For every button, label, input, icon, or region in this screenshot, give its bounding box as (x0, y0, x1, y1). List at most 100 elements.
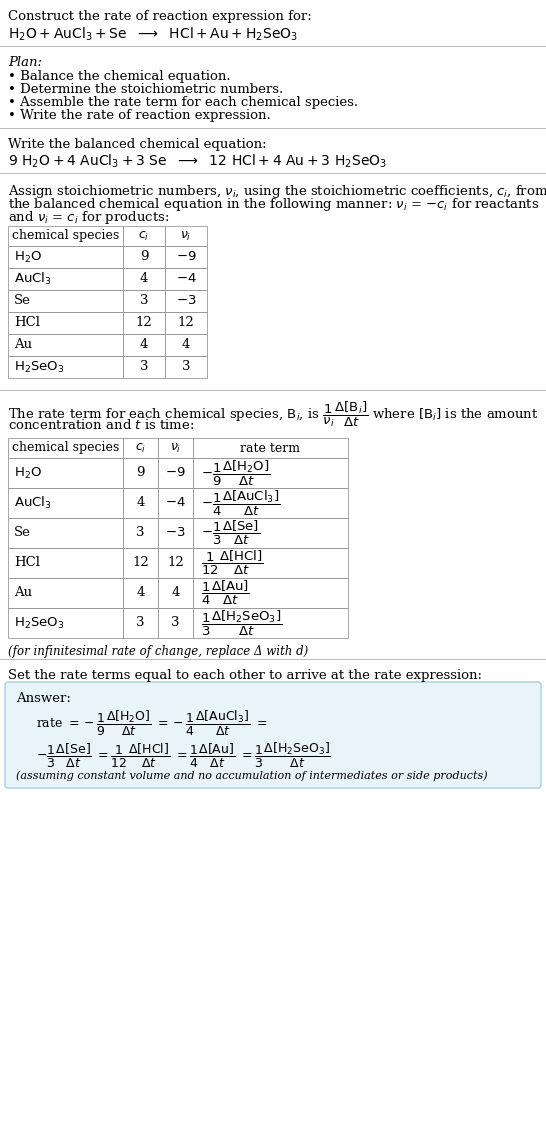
Text: 3: 3 (136, 526, 145, 540)
Bar (158, 488, 193, 518)
Text: 3: 3 (140, 361, 149, 373)
Text: $\mathrm{H_2O + AuCl_3 + Se}$  $\longrightarrow$  $\mathrm{HCl + Au + H_2SeO_3}$: $\mathrm{H_2O + AuCl_3 + Se}$ $\longrigh… (8, 26, 298, 43)
Bar (165, 290, 207, 312)
Text: $-3$: $-3$ (165, 526, 186, 540)
Text: $\dfrac{1}{3}\dfrac{\Delta[\mathrm{H_2SeO_3}]}{\Delta t}$: $\dfrac{1}{3}\dfrac{\Delta[\mathrm{H_2Se… (201, 608, 282, 637)
Bar (123, 356, 165, 378)
Text: $\mathrm{AuCl_3}$: $\mathrm{AuCl_3}$ (14, 271, 52, 287)
Text: $-\dfrac{1}{9}\dfrac{\Delta[\mathrm{H_2O}]}{\Delta t}$: $-\dfrac{1}{9}\dfrac{\Delta[\mathrm{H_2O… (201, 458, 270, 488)
Text: chemical species: chemical species (12, 229, 119, 243)
Bar (158, 518, 193, 548)
Text: rate term: rate term (240, 441, 300, 455)
Text: 4: 4 (171, 586, 180, 600)
Text: Answer:: Answer: (16, 692, 71, 705)
Bar (158, 578, 193, 608)
Text: rate $= -\dfrac{1}{9}\dfrac{\Delta[\mathrm{H_2O}]}{\Delta t}$ $= -\dfrac{1}{4}\d: rate $= -\dfrac{1}{9}\dfrac{\Delta[\math… (36, 709, 268, 738)
Bar (193, 578, 348, 608)
Bar (193, 548, 348, 578)
Bar (123, 438, 158, 458)
Bar (123, 518, 158, 548)
Text: HCl: HCl (14, 316, 40, 330)
Text: The rate term for each chemical species, $\mathrm{B}_i$, is $\dfrac{1}{\mathit{\: The rate term for each chemical species,… (8, 400, 539, 430)
Text: 3: 3 (140, 295, 149, 307)
Text: 4: 4 (140, 339, 148, 352)
Text: $-3$: $-3$ (176, 295, 196, 307)
Text: 3: 3 (171, 617, 180, 629)
Bar (165, 335, 207, 356)
Text: Au: Au (14, 339, 32, 352)
Text: HCl: HCl (14, 557, 40, 569)
Bar (123, 290, 165, 312)
FancyBboxPatch shape (5, 682, 541, 788)
Bar (193, 488, 348, 518)
Text: • Balance the chemical equation.: • Balance the chemical equation. (8, 70, 230, 83)
Text: (for infinitesimal rate of change, replace Δ with d): (for infinitesimal rate of change, repla… (8, 645, 308, 658)
Text: $\mathrm{9\ H_2O + 4\ AuCl_3 + 3\ Se}$  $\longrightarrow$  $\mathrm{12\ HCl + 4\: $\mathrm{9\ H_2O + 4\ AuCl_3 + 3\ Se}$ $… (8, 153, 387, 170)
Text: $\mathrm{AuCl_3}$: $\mathrm{AuCl_3}$ (14, 494, 52, 511)
Text: $-9$: $-9$ (176, 251, 197, 263)
Bar (123, 608, 158, 638)
Text: $\mathit{c_i}$: $\mathit{c_i}$ (138, 229, 150, 243)
Text: $-9$: $-9$ (165, 466, 186, 480)
Bar (165, 268, 207, 290)
Text: Se: Se (14, 526, 31, 540)
Bar (123, 458, 158, 488)
Text: • Assemble the rate term for each chemical species.: • Assemble the rate term for each chemic… (8, 96, 358, 109)
Bar (8, 268, 123, 290)
Text: Au: Au (14, 586, 32, 600)
Bar (8, 246, 123, 268)
Bar (193, 438, 348, 458)
Text: $\mathit{\nu_i}$: $\mathit{\nu_i}$ (170, 441, 181, 455)
Text: $\mathrm{H_2O}$: $\mathrm{H_2O}$ (14, 249, 42, 264)
Bar (8, 335, 123, 356)
Bar (193, 458, 348, 488)
Text: the balanced chemical equation in the following manner: $\mathit{\nu_i}$ = $-\ma: the balanced chemical equation in the fo… (8, 196, 539, 213)
Bar (165, 246, 207, 268)
Bar (158, 458, 193, 488)
Text: Write the balanced chemical equation:: Write the balanced chemical equation: (8, 138, 266, 151)
Text: $\dfrac{1}{12}\dfrac{\Delta[\mathrm{HCl}]}{\Delta t}$: $\dfrac{1}{12}\dfrac{\Delta[\mathrm{HCl}… (201, 549, 264, 577)
Bar (165, 312, 207, 335)
Bar (8, 226, 123, 246)
Text: $\mathrm{H_2SeO_3}$: $\mathrm{H_2SeO_3}$ (14, 359, 64, 374)
Text: 4: 4 (140, 272, 148, 286)
Text: $\dfrac{1}{4}\dfrac{\Delta[\mathrm{Au}]}{\Delta t}$: $\dfrac{1}{4}\dfrac{\Delta[\mathrm{Au}]}… (201, 579, 250, 607)
Text: $\mathit{\nu_i}$: $\mathit{\nu_i}$ (180, 229, 192, 243)
Text: concentration and $t$ is time:: concentration and $t$ is time: (8, 418, 194, 432)
Text: (assuming constant volume and no accumulation of intermediates or side products): (assuming constant volume and no accumul… (16, 770, 488, 780)
Bar (123, 578, 158, 608)
Text: Se: Se (14, 295, 31, 307)
Bar (8, 312, 123, 335)
Text: 12: 12 (177, 316, 194, 330)
Text: $\mathit{c_i}$: $\mathit{c_i}$ (135, 441, 146, 455)
Text: Construct the rate of reaction expression for:: Construct the rate of reaction expressio… (8, 10, 312, 23)
Bar (165, 226, 207, 246)
Text: • Determine the stoichiometric numbers.: • Determine the stoichiometric numbers. (8, 83, 283, 96)
Bar (8, 458, 123, 488)
Bar (8, 438, 123, 458)
Text: 12: 12 (167, 557, 184, 569)
Bar (8, 290, 123, 312)
Bar (193, 608, 348, 638)
Text: $\mathrm{H_2SeO_3}$: $\mathrm{H_2SeO_3}$ (14, 616, 64, 631)
Bar (8, 608, 123, 638)
Bar (8, 578, 123, 608)
Text: 9: 9 (140, 251, 149, 263)
Text: $-\dfrac{1}{3}\dfrac{\Delta[\mathrm{Se}]}{\Delta t}$: $-\dfrac{1}{3}\dfrac{\Delta[\mathrm{Se}]… (201, 519, 260, 547)
Text: 9: 9 (136, 466, 145, 480)
Text: $-4$: $-4$ (176, 272, 197, 286)
Text: Plan:: Plan: (8, 56, 42, 69)
Text: and $\mathit{\nu_i}$ = $\mathit{c_i}$ for products:: and $\mathit{\nu_i}$ = $\mathit{c_i}$ fo… (8, 209, 169, 226)
Text: Assign stoichiometric numbers, $\mathit{\nu_i}$, using the stoichiometric coeffi: Assign stoichiometric numbers, $\mathit{… (8, 183, 546, 200)
Text: $-\dfrac{1}{4}\dfrac{\Delta[\mathrm{AuCl_3}]}{\Delta t}$: $-\dfrac{1}{4}\dfrac{\Delta[\mathrm{AuCl… (201, 489, 280, 517)
Text: 12: 12 (135, 316, 152, 330)
Bar (123, 488, 158, 518)
Text: 4: 4 (136, 586, 145, 600)
Text: $-4$: $-4$ (165, 497, 186, 509)
Text: $-\dfrac{1}{3}\dfrac{\Delta[\mathrm{Se}]}{\Delta t}$ $= \dfrac{1}{12}\dfrac{\Del: $-\dfrac{1}{3}\dfrac{\Delta[\mathrm{Se}]… (36, 741, 331, 770)
Text: chemical species: chemical species (12, 441, 119, 455)
Bar (8, 488, 123, 518)
Bar (8, 548, 123, 578)
Bar (123, 312, 165, 335)
Bar (8, 356, 123, 378)
